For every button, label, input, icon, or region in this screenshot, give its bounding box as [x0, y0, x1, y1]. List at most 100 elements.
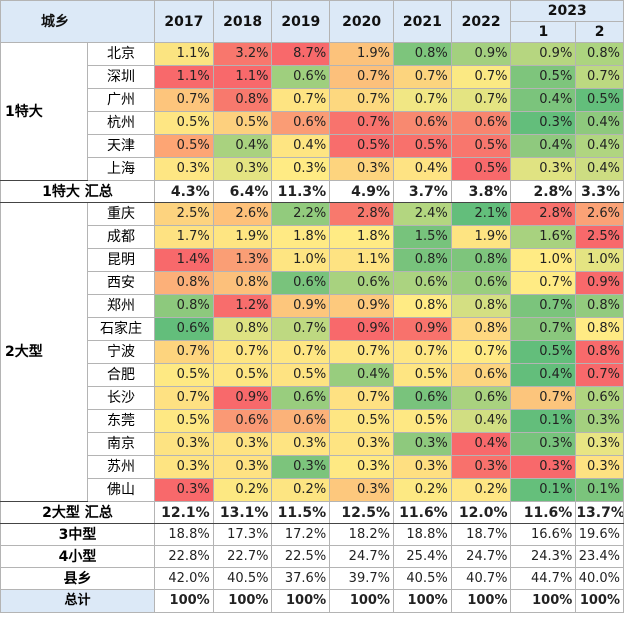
value-cell: 0.5% [153, 134, 214, 158]
value-cell: 0.5% [392, 134, 452, 158]
city-label: 佛山 [87, 478, 155, 502]
value-cell: 0.3% [392, 432, 452, 456]
value-cell: 0.3% [153, 478, 214, 502]
value-cell: 0.7% [329, 111, 394, 135]
value-cell: 0.7% [510, 271, 577, 295]
value-cell: 0.7% [510, 386, 577, 410]
year-header: 2018 [212, 0, 273, 43]
value-cell: 24.7% [329, 545, 394, 568]
value-cell: 0.3% [329, 455, 394, 479]
value-cell: 0.1% [510, 478, 577, 502]
value-cell: 0.5% [212, 363, 273, 387]
table-row: 西安 0.8% 0.8% 0.6% 0.6% 0.6% 0.6% 0.7% 0.9% [1, 271, 624, 295]
value-cell: 1.6% [510, 225, 577, 249]
value-cell: 0.6% [392, 111, 452, 135]
value-cell: 0.3% [212, 455, 273, 479]
table-body: 1特大 北京 1.1% 3.2% 8.7% 1.9% 0.8% 0.9% 0.9% 0.8% 深圳 1… [0, 42, 624, 613]
subheader-row: 1 2 [1, 21, 624, 43]
value-cell: 0.3% [575, 432, 624, 456]
grand-total-value: 100% [450, 589, 512, 613]
table-row: 杭州 0.5% 0.5% 0.6% 0.7% 0.6% 0.6% 0.3% 0.4% [1, 111, 624, 135]
value-cell: 0.8% [153, 271, 214, 295]
value-cell: 0.7% [212, 340, 273, 364]
value-cell: 3.2% [212, 42, 273, 66]
table-row: 东莞 0.5% 0.6% 0.6% 0.5% 0.5% 0.4% 0.1% 0.3% [1, 409, 624, 433]
category-label: 县乡 [0, 567, 155, 590]
value-cell: 0.8% [450, 294, 512, 318]
value-cell: 8.7% [271, 42, 331, 66]
value-cell: 0.5% [575, 88, 624, 112]
value-cell: 0.8% [212, 271, 273, 295]
city-label: 重庆 [87, 202, 155, 226]
value-cell: 1.1% [329, 248, 394, 272]
city-label: 北京 [87, 42, 155, 66]
value-cell: 0.7% [392, 340, 452, 364]
value-cell: 2.8% [329, 202, 394, 226]
grand-total-row: 总计 100% 100% 100% 100% 100% 100% 100% 100% [0, 589, 624, 613]
value-cell: 17.3% [212, 523, 273, 546]
value-cell: 0.3% [271, 455, 331, 479]
value-cell: 0.7% [153, 88, 214, 112]
value-cell: 0.8% [575, 317, 624, 341]
category-label: 4小型 [0, 545, 155, 568]
subtotal-value: 11.6% [392, 501, 452, 524]
value-cell: 1.5% [392, 225, 452, 249]
value-cell: 0.3% [329, 432, 394, 456]
city-label: 东莞 [87, 409, 155, 433]
value-cell: 0.7% [329, 88, 394, 112]
value-cell: 0.3% [510, 455, 577, 479]
value-cell: 0.7% [271, 340, 331, 364]
value-cell: 1.1% [212, 65, 273, 89]
value-cell: 37.6% [271, 567, 331, 590]
value-cell: 0.6% [575, 386, 624, 410]
value-cell: 0.6% [271, 271, 331, 295]
grand-total-value: 100% [575, 589, 624, 613]
grand-total-value: 100% [392, 589, 452, 613]
year-2023-header: 2023 [510, 0, 624, 22]
value-cell: 0.3% [575, 455, 624, 479]
table-row: 2大型 重庆 2.5% 2.6% 2.2% 2.8% 2.4% 2.1% 2.8% 2.6% [0, 202, 624, 502]
value-cell: 25.4% [392, 545, 452, 568]
category-label: 2大型 [0, 202, 89, 502]
subtotal-value: 3.8% [450, 180, 512, 203]
header-row: 城乡 2017 2018 2019 2020 2021 2022 2023 [0, 0, 624, 43]
subtotal-value: 3.7% [392, 180, 452, 203]
subtotal-value: 2.8% [510, 180, 577, 203]
value-cell: 18.2% [329, 523, 394, 546]
value-cell: 0.7% [450, 65, 512, 89]
table-row: 宁波 0.7% 0.7% 0.7% 0.7% 0.7% 0.7% 0.5% 0.8% [1, 340, 624, 364]
subtotal-value: 11.3% [271, 180, 331, 203]
grand-total-label: 总计 [0, 589, 155, 613]
city-label: 昆明 [87, 248, 155, 272]
city-label: 郑州 [87, 294, 155, 318]
value-cell: 0.8% [450, 248, 512, 272]
value-cell: 0.7% [392, 65, 452, 89]
value-cell: 1.9% [329, 42, 394, 66]
value-cell: 0.4% [212, 134, 273, 158]
value-cell: 0.6% [153, 317, 214, 341]
year-header: 2020 [329, 0, 394, 43]
value-cell: 0.9% [329, 317, 394, 341]
region-header: 城乡 [0, 0, 155, 43]
subtotal-row: 1特大 汇总 4.3% 6.4% 11.3% 4.9% 3.7% 3.8% 2.8% 3.3% [0, 180, 624, 203]
value-cell: 0.5% [450, 134, 512, 158]
value-cell: 19.6% [575, 523, 624, 546]
value-cell: 0.8% [392, 248, 452, 272]
subtotal-label: 2大型 汇总 [0, 501, 155, 524]
value-cell: 17.2% [271, 523, 331, 546]
value-cell: 1.3% [212, 248, 273, 272]
value-cell: 16.6% [510, 523, 577, 546]
value-cell: 0.4% [575, 134, 624, 158]
value-cell: 0.3% [329, 478, 394, 502]
value-cell: 0.5% [153, 409, 214, 433]
value-cell: 1.0% [575, 248, 624, 272]
year-header: 2017 [153, 0, 214, 43]
table-row: 长沙 0.7% 0.9% 0.6% 0.7% 0.6% 0.6% 0.7% 0.6% [1, 386, 624, 410]
value-cell: 0.4% [392, 157, 452, 181]
value-cell: 0.8% [153, 294, 214, 318]
value-cell: 0.7% [450, 88, 512, 112]
value-cell: 0.5% [510, 65, 577, 89]
table-row: 郑州 0.8% 1.2% 0.9% 0.9% 0.8% 0.8% 0.7% 0.8% [1, 294, 624, 318]
value-cell: 0.4% [510, 134, 577, 158]
value-cell: 0.2% [212, 478, 273, 502]
